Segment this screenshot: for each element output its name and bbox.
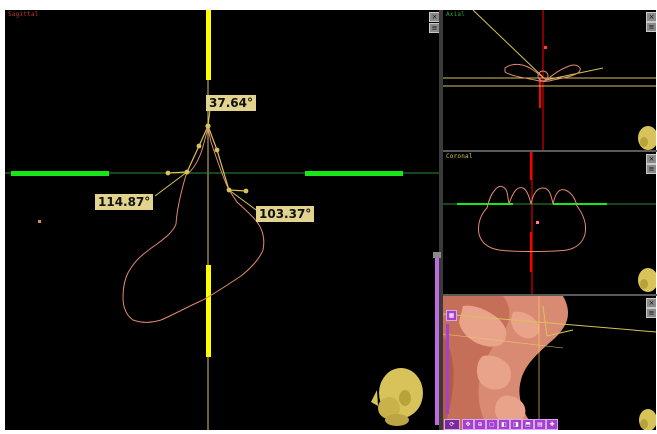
fit-icon[interactable]: ▢ <box>486 419 498 430</box>
menu-icon[interactable]: ≡ <box>429 23 439 33</box>
top-view-icon[interactable]: ⬒ <box>522 419 534 430</box>
leader-left <box>154 171 188 197</box>
yellow-axis-bottom <box>206 265 211 357</box>
green-axis-left <box>11 171 109 176</box>
tool-view-icon[interactable]: ▦ <box>446 310 457 321</box>
viewport-title: Sagittal <box>8 11 39 18</box>
measure-point <box>184 169 190 175</box>
zoom-icon[interactable]: ⊕ <box>474 419 486 430</box>
menu-icon[interactable]: ≡ <box>646 308 656 318</box>
head-orientation-icon <box>638 268 656 292</box>
axial-drawing <box>443 10 656 150</box>
pan-icon[interactable]: ✥ <box>462 419 474 430</box>
angle-label-left: 114.87° <box>95 194 154 210</box>
render-slider[interactable] <box>446 324 449 414</box>
slider-handle[interactable] <box>433 252 441 258</box>
axial-viewport[interactable]: Axial × ≡ <box>443 10 656 150</box>
close-icon[interactable]: × <box>646 298 656 308</box>
settings-icon[interactable]: ✚ <box>546 419 558 430</box>
sagittal-drawing <box>5 10 439 430</box>
measure-point <box>226 187 232 193</box>
head-orientation-icon <box>638 126 656 150</box>
measure-polyline <box>167 124 247 192</box>
measure-point <box>205 123 211 129</box>
sagittal-viewport[interactable]: Sagittal <box>5 10 439 430</box>
menu-icon[interactable]: ≡ <box>646 164 656 174</box>
viewport-title: Coronal <box>446 153 473 160</box>
measure-points <box>165 123 249 194</box>
front-view-icon[interactable]: ◧ <box>498 419 510 430</box>
layers-icon[interactable]: ▤ <box>534 419 546 430</box>
rotate-icon[interactable]: ⟳ <box>444 419 460 430</box>
leader-top <box>207 109 211 127</box>
green-axis-right <box>305 171 403 176</box>
render-viewport[interactable]: 3D ▦ × ≡ <box>443 296 656 430</box>
panel-separator <box>443 150 657 152</box>
panel-divider[interactable] <box>439 10 443 430</box>
render-drawing <box>443 296 656 430</box>
angle-label-top: 37.64° <box>206 95 256 111</box>
angle-label-right: 103.37° <box>256 206 315 222</box>
coronal-viewport[interactable]: Coronal × ≡ <box>443 152 656 294</box>
viewport-title: Axial <box>446 11 466 18</box>
close-icon[interactable]: × <box>429 12 439 22</box>
yellow-axis-top <box>206 10 211 80</box>
panel-separator <box>443 294 657 296</box>
close-icon[interactable]: × <box>646 154 656 164</box>
render-toolbar: ⟳ ✥ ⊕ ▢ ◧ ◨ ⬒ ▤ ✚ <box>444 419 574 430</box>
head-orientation-icon <box>371 368 423 426</box>
measure-point <box>196 143 202 149</box>
coronal-drawing <box>443 152 656 294</box>
measure-point <box>165 170 171 176</box>
menu-icon[interactable]: ≡ <box>646 22 656 32</box>
view-slider[interactable] <box>435 255 439 425</box>
tooth-contour <box>122 127 265 323</box>
close-icon[interactable]: × <box>646 12 656 22</box>
side-view-icon[interactable]: ◨ <box>510 419 522 430</box>
measure-point <box>214 147 220 153</box>
measure-point <box>243 188 249 194</box>
head-orientation-icon <box>639 409 656 430</box>
reference-marker <box>38 220 41 223</box>
